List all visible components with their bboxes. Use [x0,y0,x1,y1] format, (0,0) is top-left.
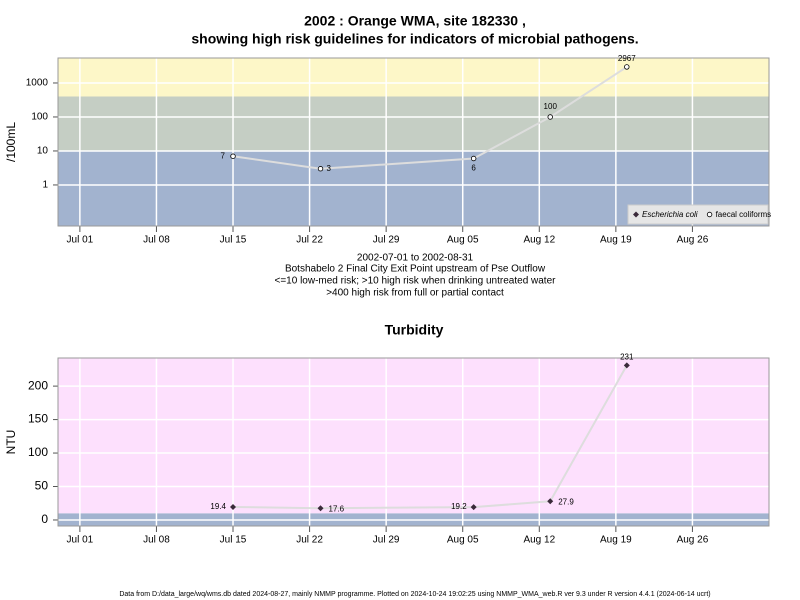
chart-title: showing high risk guidelines for indicat… [191,31,638,47]
x-tick-label: Jul 29 [373,535,400,546]
data-label: 27.9 [558,497,574,506]
y-axis-label: /100mL [4,122,18,162]
y-tick-label: 100 [31,112,48,123]
chart-title: Turbidity [385,322,444,338]
x-tick-label: Jul 15 [220,535,247,546]
data-label: 17.6 [329,504,345,513]
y-tick-label: 10 [37,146,49,157]
x-tick-label: Aug 05 [447,235,479,246]
note: Botshabelo 2 Final City Exit Point upstr… [285,264,546,275]
note: 2002-07-01 to 2002-08-31 [357,253,474,264]
data-point [230,503,237,510]
plot-frame [57,357,770,527]
legend-marker [633,211,639,218]
data-label: 3 [327,164,332,173]
x-tick-label: Jul 08 [143,235,170,246]
note: <=10 low-med risk; >10 high risk when dr… [275,276,557,287]
data-point [230,153,236,159]
legend-label: Escherichia coli [642,210,698,219]
y-axis-label: NTU [4,430,18,455]
y-tick-label: 50 [35,479,49,493]
y-tick-label: 100 [28,445,48,459]
data-point [547,114,553,120]
data-label: 2967 [618,54,636,63]
data-point [623,362,630,369]
risk-band [58,358,769,514]
data-point [624,64,630,70]
data-label: 19.4 [210,502,226,511]
x-tick-label: Jul 22 [296,535,323,546]
x-tick-label: Aug 19 [600,535,632,546]
x-tick-label: Aug 12 [523,535,555,546]
x-tick-label: Jul 01 [67,235,94,246]
data-point [547,498,554,505]
data-label: 6 [471,164,476,173]
x-tick-label: Aug 26 [677,235,709,246]
chart-title: 2002 : Orange WMA, site 182330 , [304,13,526,29]
data-label: 100 [544,102,558,111]
note: >400 high risk from full or partial cont… [326,288,504,299]
footer: Data from D:/data_large/wq/wms.db dated … [119,591,710,598]
data-label: 7 [221,151,226,160]
data-label: 19.2 [451,502,467,511]
x-tick-label: Aug 05 [447,535,479,546]
x-tick-label: Jul 15 [220,235,247,246]
legend-label: faecal coliforms [716,210,772,219]
legend-marker [706,211,713,218]
y-tick-label: 0 [41,512,48,526]
data-point [317,505,324,512]
plot-frame [57,57,770,227]
data-point [317,166,324,172]
x-tick-label: Aug 19 [600,235,632,246]
data-point [470,155,477,162]
x-tick-label: Jul 29 [373,235,400,246]
data-label: 231 [620,352,634,361]
legend [627,204,769,225]
x-tick-label: Aug 26 [677,535,709,546]
x-tick-label: Aug 12 [523,235,555,246]
y-tick-label: 150 [28,412,48,426]
data-point [470,504,477,511]
x-tick-label: Jul 01 [67,535,94,546]
x-tick-label: Jul 22 [296,235,323,246]
y-tick-label: 200 [28,378,48,392]
risk-band [58,96,769,151]
x-tick-label: Jul 08 [143,535,170,546]
y-tick-label: 1 [42,180,48,191]
y-tick-label: 1000 [26,78,49,89]
risk-band [58,58,769,97]
